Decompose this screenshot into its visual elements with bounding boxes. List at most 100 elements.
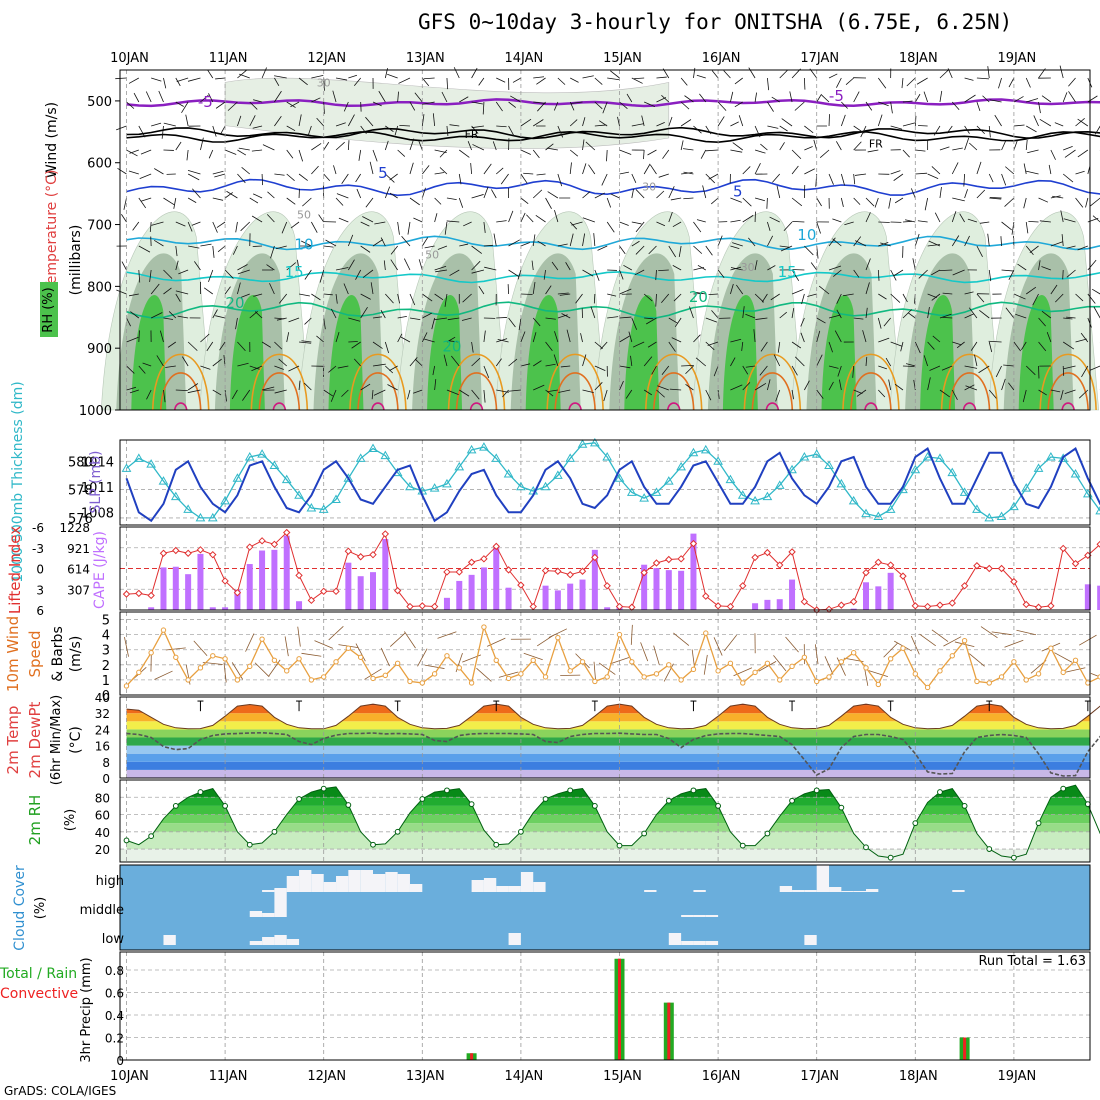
wind-barb <box>404 631 416 649</box>
thickness-marker <box>836 478 847 488</box>
thickness-marker <box>244 451 255 461</box>
wind-marker <box>949 653 955 659</box>
temp-band <box>126 737 1090 746</box>
temp-line <box>126 703 1100 730</box>
wind-barb <box>758 661 777 672</box>
wind-marker <box>838 659 845 665</box>
wind-barb <box>523 652 543 661</box>
lifted-marker <box>480 555 488 563</box>
lifted-marker <box>246 543 254 551</box>
wind-marker <box>924 684 931 691</box>
isotherm-label: -5 <box>829 87 844 105</box>
date-label-bottom: 11JAN <box>209 1069 248 1084</box>
wind-barb <box>598 662 616 675</box>
wind-barb <box>954 641 975 648</box>
run-total-label: Run Total = 1.63 <box>978 954 1086 969</box>
cape-bar <box>567 583 574 610</box>
wind-barb <box>673 632 690 646</box>
temperature-axis-label: Temperature (°C) <box>44 170 60 292</box>
rh-marker <box>616 842 623 849</box>
isotherm-30 <box>850 372 892 411</box>
cape-bar <box>283 535 290 610</box>
pressure-tick-label: 1000 <box>79 404 112 419</box>
thickness-marker <box>639 493 650 502</box>
cloud-bar-high <box>496 886 509 892</box>
wind-barb <box>836 657 846 676</box>
thickness-slp-frame <box>119 439 1091 526</box>
wind-marker <box>370 675 376 682</box>
lifted-marker <box>1022 600 1030 609</box>
cloud-bar-middle <box>274 889 287 917</box>
cape-tick-label: 1228 <box>59 521 90 535</box>
lifted-marker <box>381 530 390 538</box>
isotherm-35 <box>1061 402 1075 411</box>
wind-marker <box>604 674 610 680</box>
wind-barb <box>1090 673 1100 678</box>
lifted-marker <box>233 589 242 597</box>
lifted-marker <box>751 553 759 562</box>
lifted-marker <box>923 602 932 611</box>
cape-bar <box>443 597 450 610</box>
lifted-marker <box>307 596 316 605</box>
thickness-marker <box>910 464 921 474</box>
isotherm-25 <box>940 353 999 411</box>
wind-barb <box>268 659 281 677</box>
cape-bar <box>160 567 167 610</box>
rh-marker <box>813 787 820 794</box>
wind-barb <box>301 652 322 657</box>
thickness-marker <box>294 490 304 499</box>
wind-marker <box>826 674 832 680</box>
rh-marker <box>665 797 672 804</box>
wind-barb <box>968 653 985 667</box>
wind-marker <box>801 654 808 660</box>
rh-marker <box>123 837 130 844</box>
cloud-bar-high <box>409 884 423 892</box>
wind-barb <box>498 671 519 678</box>
isotherm-label: 15 <box>778 263 797 281</box>
lifted-marker <box>973 562 981 570</box>
cape-bar <box>690 533 697 610</box>
wind-barb <box>919 633 936 647</box>
cloud-bar-middle <box>693 915 706 917</box>
isotherm-15 <box>126 271 1100 284</box>
cape-tick-label: 614 <box>67 563 90 577</box>
lifted-marker <box>221 577 229 585</box>
cape-tick-label: 921 <box>67 542 90 556</box>
isotherm-label: 20 <box>689 288 708 306</box>
wind-marker <box>961 637 968 644</box>
thickness-marker <box>158 476 169 485</box>
temp-label-1: 2m Temp <box>4 706 22 775</box>
wind-barb <box>883 642 898 658</box>
wind-marker <box>641 674 647 680</box>
wind-barb <box>630 624 633 645</box>
lifted-marker <box>899 572 907 580</box>
wind-barb <box>653 645 660 665</box>
slp-tick-label: 1008 <box>81 506 114 521</box>
precip-bar-convective <box>470 1053 474 1060</box>
wind-marker <box>998 674 1005 680</box>
wind-marker <box>271 657 278 663</box>
wind-marker <box>185 677 191 683</box>
thickness-marker <box>885 504 896 513</box>
lifted-marker <box>418 602 427 610</box>
cloud-bar-high <box>693 890 706 892</box>
date-label-top: 12JAN <box>307 51 346 66</box>
thickness-marker <box>614 473 625 482</box>
wind-marker <box>703 630 709 636</box>
rh-marker <box>838 804 845 811</box>
cloud-bar-high <box>385 872 398 892</box>
wind-barb <box>223 662 227 683</box>
precip-axis-label: 3hr Precip (mm) <box>79 957 94 1062</box>
cloud-bar-middle <box>681 915 694 917</box>
thickness-axis-label: 1000-500mb Thickness (dm) <box>10 381 26 582</box>
precip-tick-label: 0.8 <box>105 964 124 978</box>
cape-bar <box>1084 584 1091 610</box>
cape-bar <box>678 570 685 610</box>
isotherm-10 <box>126 235 1100 251</box>
wind-marker <box>148 650 154 656</box>
wind-marker <box>382 672 389 679</box>
wind-barb <box>390 632 406 647</box>
lifted-marker <box>529 602 537 611</box>
lifted-marker <box>319 587 328 596</box>
thickness-slp-panel: 576 578 580 1008 1011 1014 <box>68 437 1100 527</box>
